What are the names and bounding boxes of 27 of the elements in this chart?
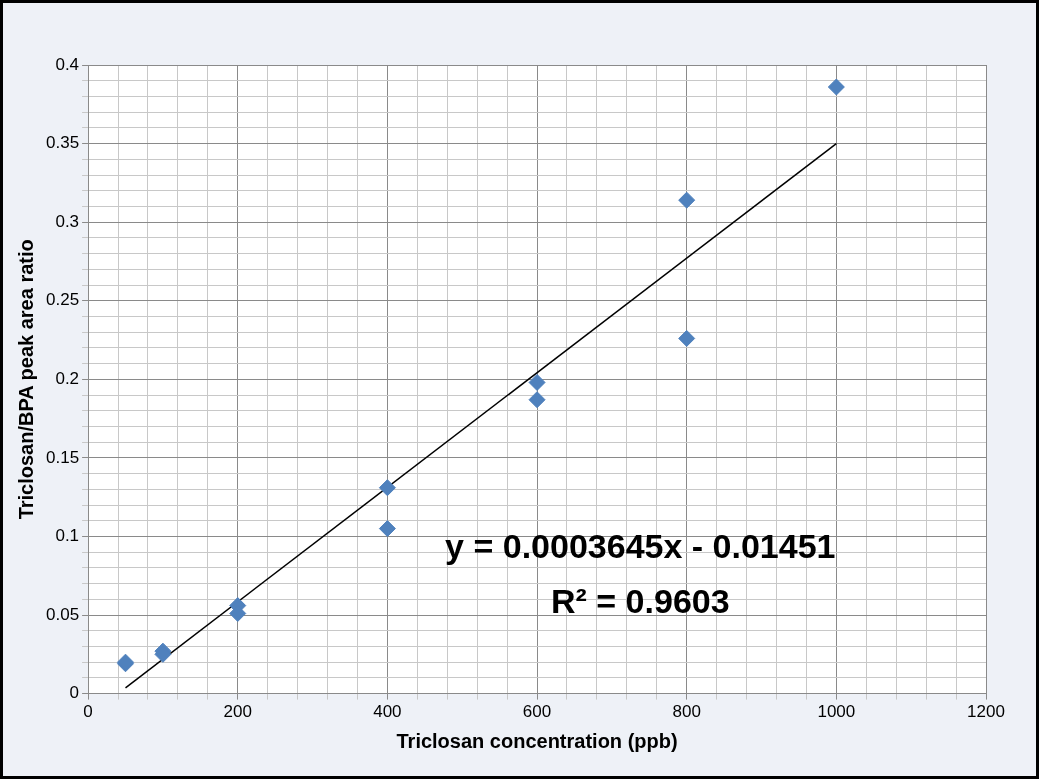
- point: [528, 373, 546, 391]
- y-tick-label: 0.25: [45, 290, 80, 310]
- y-tick-label: 0.35: [45, 133, 80, 153]
- x-tick-label: 600: [522, 702, 552, 722]
- y-tick-label: 0.05: [45, 604, 80, 624]
- point: [678, 191, 696, 209]
- y-tick-label: 0.4: [55, 54, 80, 74]
- y-axis-title: Triclosan/BPA peak area ratio: [14, 239, 37, 520]
- x-tick-label: 1000: [817, 702, 856, 722]
- point: [827, 78, 845, 96]
- annotation: R² = 0.9603: [550, 582, 730, 621]
- point: [678, 329, 696, 347]
- x-tick-label: 1200: [967, 702, 1005, 722]
- x-tick-label: 800: [672, 702, 701, 722]
- x-tick-label: 200: [223, 702, 252, 722]
- annotation: y = 0.0003645x - 0.01451: [445, 527, 836, 566]
- point: [378, 520, 396, 538]
- y-tick-label: 0.15: [45, 447, 80, 467]
- point: [528, 391, 546, 409]
- y-tick-label: 0: [69, 683, 80, 703]
- x-tick-label: 400: [373, 702, 402, 722]
- point: [378, 479, 396, 497]
- x-tick-label: 0: [83, 702, 93, 722]
- y-tick-label: 0.3: [55, 211, 80, 231]
- y-tick-label: 0.2: [55, 368, 80, 388]
- y-tick-label: 0.1: [55, 526, 80, 546]
- x-axis-title: Triclosan concentration (ppb): [396, 729, 678, 752]
